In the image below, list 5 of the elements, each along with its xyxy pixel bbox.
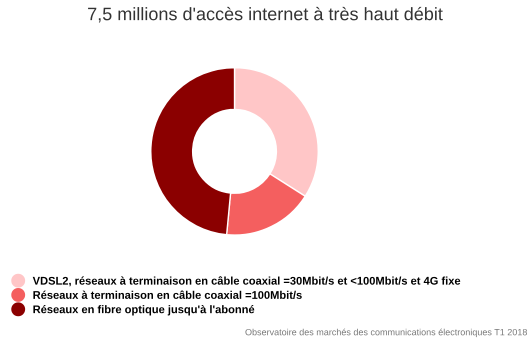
chart-title: 7,5 millions d'accès internet à très haut débit	[88, 6, 443, 22]
text: Observatoire des marchés des communications électroniques T1 2018	[245, 328, 527, 338]
legend-label: VDSL2, réseaux à terminaison en câble coaxial =30Mbit/s et <100Mbit/s et 4G fixe	[32, 276, 460, 286]
legend-label: Réseaux à terminaison en câble coaxial =100Mbit/s	[33, 290, 302, 300]
legend-label: Réseaux en fibre optique jusqu'à l'abonné	[33, 305, 254, 316]
